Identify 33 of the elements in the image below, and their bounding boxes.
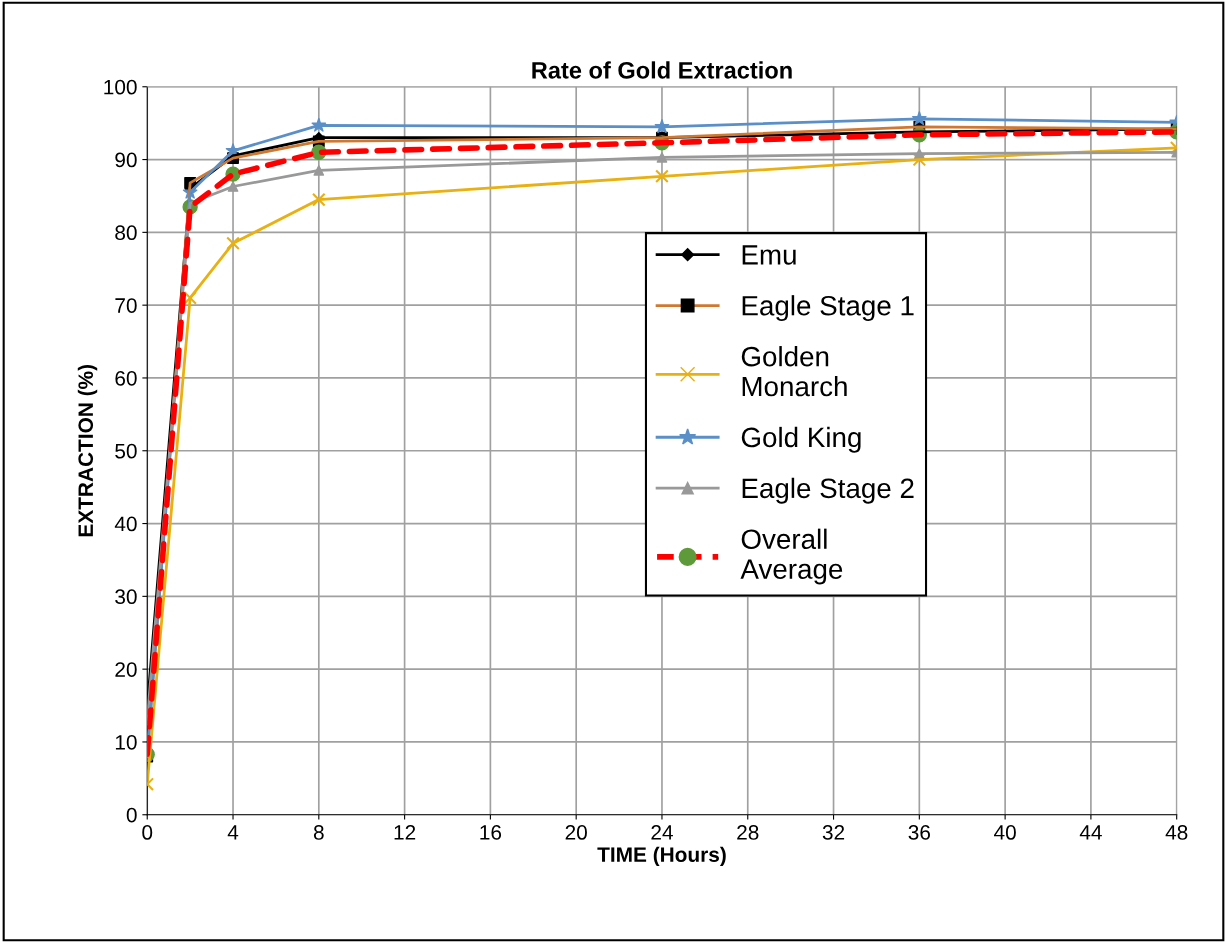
- y-tick-label: 80: [115, 225, 137, 241]
- y-tick-label: 40: [114, 516, 137, 532]
- x-tick-label: 28: [737, 825, 759, 840]
- y-tick-label: 30: [115, 589, 137, 605]
- y-tick-label: 10: [115, 734, 137, 750]
- x-tick-label: 16: [480, 825, 502, 840]
- y-tick-label: 100: [104, 79, 137, 95]
- y-tick-label: 50: [115, 443, 137, 459]
- x-tick-label: 24: [651, 825, 673, 840]
- legend-label: Eagle Stage 1: [742, 295, 914, 322]
- y-tick-label: 70: [115, 298, 137, 313]
- chart-title: Rate of Gold Extraction: [532, 61, 792, 79]
- x-tick-label: 44: [1079, 825, 1102, 840]
- x-tick-label: 32: [822, 825, 845, 840]
- legend-label: Emu: [742, 245, 796, 265]
- y-tick-label: 20: [115, 662, 137, 677]
- y-tick-label: 60: [115, 370, 137, 386]
- legend-label: Overall Average: [740, 528, 843, 585]
- y-tick-label: 90: [115, 152, 137, 168]
- x-tick-label: 0: [142, 825, 153, 840]
- legend-label: Golden Monarch: [741, 346, 847, 397]
- x-tick-label: 4: [227, 825, 239, 840]
- x-tick-label: 8: [313, 825, 324, 840]
- x-tick-label: 12: [394, 825, 416, 840]
- x-tick-label: 48: [1165, 825, 1188, 840]
- legend-label: Gold King: [741, 426, 861, 453]
- x-axis-title: TIME (Hours): [597, 846, 726, 867]
- x-tick-label: 40: [994, 825, 1016, 840]
- x-tick-label: 20: [565, 825, 587, 840]
- x-tick-label: 36: [908, 825, 930, 840]
- y-tick-label: 0: [126, 807, 137, 823]
- legend-label: Eagle Stage 2: [742, 477, 914, 504]
- y-axis-title: EXTRACTION (%): [77, 364, 98, 537]
